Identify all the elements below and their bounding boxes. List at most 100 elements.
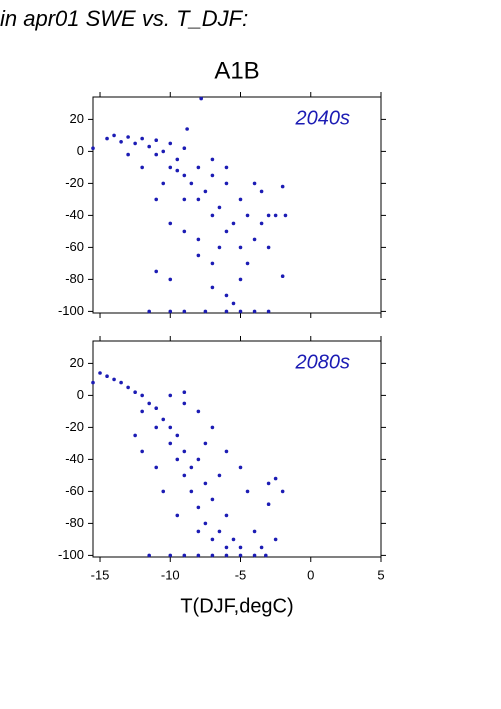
point	[238, 277, 243, 282]
point	[140, 449, 144, 454]
point	[238, 197, 243, 202]
y-tick-label: -100	[58, 547, 84, 562]
point	[280, 184, 285, 189]
point	[210, 213, 215, 218]
point	[266, 309, 271, 314]
point	[91, 380, 95, 385]
point	[210, 425, 215, 430]
y-tick-label: -20	[65, 175, 84, 190]
point	[112, 133, 116, 138]
point	[252, 309, 257, 314]
point	[199, 96, 203, 101]
annotation: 2080s	[295, 351, 351, 373]
y-tick-label: 0	[77, 387, 84, 402]
x-axis-label: T(DJF,degC)	[180, 595, 293, 617]
point	[266, 245, 271, 250]
point	[154, 152, 159, 157]
point	[154, 269, 159, 274]
point	[224, 449, 229, 454]
point	[217, 473, 222, 478]
point	[252, 553, 257, 558]
point	[210, 553, 215, 558]
point	[161, 417, 166, 422]
point	[224, 545, 229, 550]
y-tick-label: -80	[65, 515, 84, 530]
x-tick-label: 0	[307, 567, 314, 582]
point	[154, 197, 159, 202]
point	[196, 505, 201, 510]
point	[280, 274, 285, 279]
y-tick-label: -40	[65, 451, 84, 466]
point	[280, 489, 285, 494]
point	[126, 385, 130, 390]
x-tick-label: -15	[91, 567, 110, 582]
point	[224, 229, 229, 234]
point	[91, 146, 95, 150]
x-tick-label: -10	[161, 567, 180, 582]
point	[196, 457, 201, 462]
point	[217, 529, 222, 534]
point	[182, 401, 187, 406]
point	[224, 165, 229, 170]
chart-title: in apr01 SWE vs. T_DJF:	[0, 6, 248, 31]
point	[168, 221, 173, 226]
point	[224, 309, 229, 314]
point	[259, 221, 264, 226]
point	[238, 545, 243, 550]
point	[168, 165, 173, 170]
point	[224, 181, 229, 186]
point	[196, 253, 201, 258]
point	[224, 293, 229, 298]
point	[140, 136, 144, 141]
point	[133, 390, 137, 395]
point	[147, 309, 151, 314]
point	[182, 473, 187, 478]
point	[189, 181, 194, 186]
point	[140, 409, 144, 414]
point	[189, 489, 194, 494]
point	[210, 537, 215, 542]
point	[210, 157, 215, 162]
point	[266, 481, 271, 486]
point	[210, 285, 215, 290]
chart-subtitle: A1B	[214, 57, 259, 84]
y-tick-label: -20	[65, 419, 84, 434]
point	[185, 127, 189, 131]
point	[182, 449, 187, 454]
point	[175, 513, 180, 518]
point	[154, 406, 159, 411]
point	[147, 553, 151, 558]
point	[203, 189, 208, 194]
point	[196, 197, 201, 202]
point	[252, 181, 257, 186]
point	[168, 393, 173, 398]
point	[105, 374, 109, 379]
y-tick-label: -60	[65, 483, 84, 498]
point	[133, 141, 137, 146]
point	[168, 277, 173, 282]
point	[189, 465, 194, 470]
point	[154, 465, 159, 470]
point	[182, 146, 187, 150]
point	[231, 301, 236, 306]
point	[231, 221, 236, 226]
y-tick-label: 20	[70, 111, 84, 126]
x-tick-label: 5	[377, 567, 384, 582]
y-tick-label: -80	[65, 271, 84, 286]
x-tick-label: -5	[235, 567, 247, 582]
point	[196, 165, 201, 170]
point	[210, 261, 215, 266]
point	[154, 138, 159, 142]
point	[196, 237, 201, 242]
point	[273, 476, 278, 481]
point	[196, 553, 201, 558]
point	[147, 401, 151, 406]
point	[175, 157, 180, 162]
point	[273, 537, 278, 542]
y-tick-label: -40	[65, 207, 84, 222]
point	[203, 481, 208, 486]
point	[217, 245, 222, 250]
point	[175, 457, 180, 462]
point	[259, 545, 264, 550]
